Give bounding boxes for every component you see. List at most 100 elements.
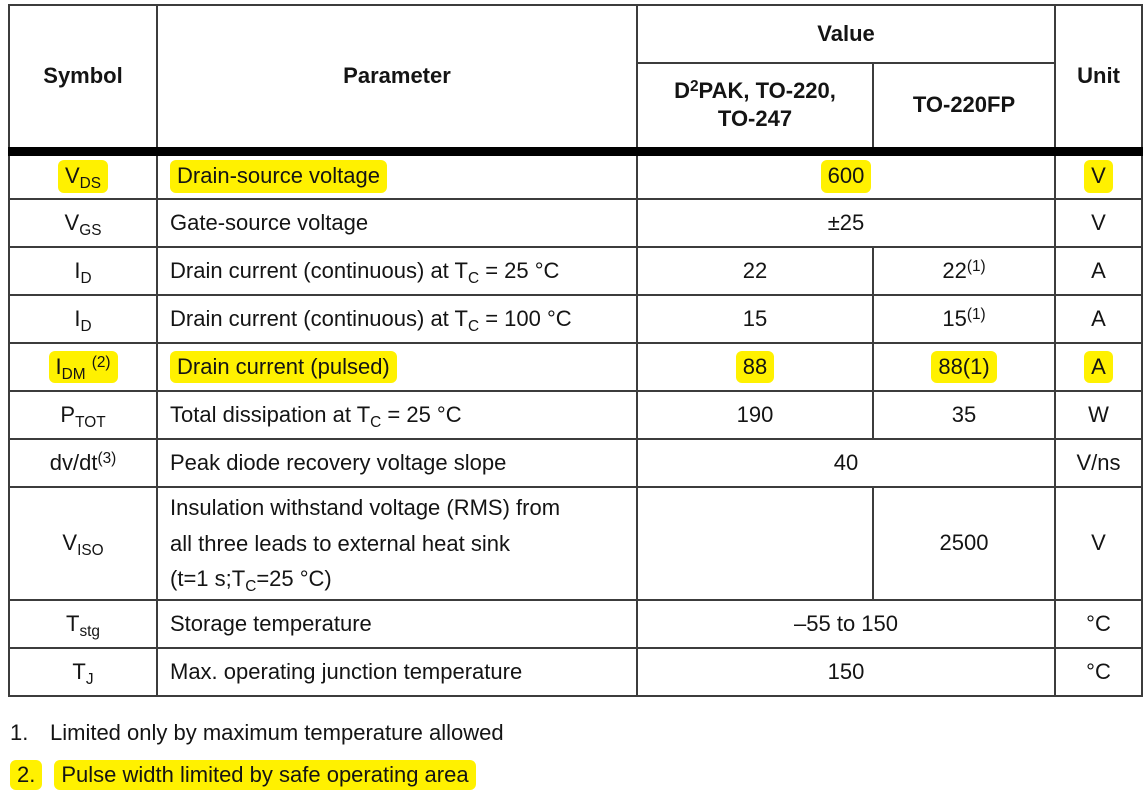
symbol-cell-text: VDS <box>57 160 109 194</box>
value-cell: 22 <box>636 246 874 296</box>
table-row: TJ Max. operating junction temperature 150… <box>8 646 1144 697</box>
value-cell: 40 <box>635 438 1057 488</box>
symbol-cell: TJ <box>8 646 158 697</box>
value-cell-text: 150 <box>827 658 865 684</box>
symbol-cell: PTOT <box>8 390 158 440</box>
value-cell: –55 to 150 <box>635 598 1057 649</box>
footnote-number: 1. <box>10 719 29 745</box>
unit-cell-text: V <box>1091 530 1106 556</box>
parameter-cell-text: Insulation withstand voltage (RMS) from a… <box>170 495 561 596</box>
parameter-cell-text: Drain current (pulsed) <box>170 350 397 384</box>
unit-cell: V <box>1054 146 1144 200</box>
footnote: 1. Limited only by maximum temperature al… <box>10 712 1141 754</box>
parameter-cell: Drain current (continuous) at TC = 100 °… <box>156 294 638 344</box>
col-header-package-d2pak-to220-to247: D2PAK, TO-220, TO-247 <box>636 62 874 152</box>
value-cell: 88(1) <box>871 342 1057 392</box>
value-cell-text: 15(1) <box>942 305 986 331</box>
table-row: VDS Drain-source voltage 600 V <box>8 146 1144 200</box>
footnote: 2. Pulse width limited by safe operating … <box>10 754 1141 796</box>
parameter-cell-text: Gate-source voltage <box>170 209 369 235</box>
unit-cell: °C <box>1054 646 1144 697</box>
col-header-parameter: Parameter <box>156 4 638 152</box>
value-cell: 15 <box>636 294 874 344</box>
value-cell-text: 15 <box>742 305 768 331</box>
table-body: VDS Drain-source voltage 600 V VGS Gate-sourc… <box>8 146 1144 697</box>
unit-cell: W <box>1054 390 1144 440</box>
symbol-cell: ID <box>8 294 158 344</box>
value-cell-text: 190 <box>736 401 774 427</box>
symbol-cell-text: ID <box>74 305 92 335</box>
value-cell: 190 <box>636 390 874 440</box>
unit-cell: °C <box>1054 598 1144 649</box>
footnotes: 1. Limited only by maximum temperature al… <box>10 712 1141 796</box>
value-cell-text: 88 <box>735 350 775 384</box>
value-cell: 35 <box>871 390 1057 440</box>
table-row: VGS Gate-source voltage ±25 V <box>8 198 1144 248</box>
symbol-cell: ID <box>8 246 158 296</box>
value-cell: ±25 <box>635 198 1057 248</box>
symbol-cell: VDS <box>8 146 158 200</box>
parameter-cell-text: Storage temperature <box>170 610 372 636</box>
table-row: VISO Insulation withstand voltage (RMS) f… <box>8 486 1144 601</box>
value-cell-text: 600 <box>820 160 872 194</box>
value-cell-text: 2500 <box>939 530 989 556</box>
parameter-cell-text: Total dissipation at TC = 25 °C <box>170 401 462 431</box>
symbol-cell-text: dv/dt(3) <box>49 449 117 475</box>
header-row-top: Symbol Parameter Value Unit <box>8 4 1144 152</box>
value-cell: 88 <box>636 342 874 392</box>
header-row-packages: D2PAK, TO-220, TO-247 TO-220FP <box>9 62 1142 152</box>
table-row: ID Drain current (continuous) at TC = 25 … <box>8 246 1144 296</box>
symbol-cell-text: VISO <box>62 530 104 560</box>
symbol-cell-text: TJ <box>72 658 94 688</box>
unit-cell-text: A <box>1084 350 1113 384</box>
value-cell-text: 35 <box>951 401 977 427</box>
unit-cell-text: A <box>1091 257 1106 283</box>
parameter-cell-text: Peak diode recovery voltage slope <box>170 449 507 475</box>
unit-cell-text: A <box>1091 305 1106 331</box>
table-row: Tstg Storage temperature –55 to 150 °C <box>8 598 1144 649</box>
table-row: dv/dt(3) Peak diode recovery voltage slop… <box>8 438 1144 488</box>
symbol-cell-text: VGS <box>64 209 102 239</box>
symbol-cell-text: ID <box>74 257 92 287</box>
parameter-cell-text: Max. operating junction temperature <box>170 658 523 684</box>
value-cell: 22(1) <box>871 246 1057 296</box>
parameter-cell: Storage temperature <box>156 598 638 649</box>
symbol-cell: IDM (2) <box>8 342 158 392</box>
unit-cell-text: W <box>1088 401 1109 427</box>
col-header-symbol: Symbol <box>8 4 158 152</box>
unit-cell-text: V <box>1091 209 1106 235</box>
value-cell: 2500 <box>871 486 1057 601</box>
unit-cell: A <box>1054 294 1144 344</box>
unit-cell-text: V/ns <box>1076 449 1121 475</box>
parameter-cell: Gate-source voltage <box>156 198 638 248</box>
footnote-text: Limited only by maximum temperature allo… <box>50 719 504 745</box>
parameter-cell: Drain current (pulsed) <box>156 342 638 392</box>
unit-cell: A <box>1054 342 1144 392</box>
unit-cell: V <box>1054 198 1144 248</box>
value-cell: 600 <box>635 146 1057 200</box>
unit-cell-text: V <box>1084 160 1113 194</box>
symbol-cell-text: IDM (2) <box>48 350 118 384</box>
parameter-cell: Drain-source voltage <box>156 146 638 200</box>
unit-cell: V/ns <box>1054 438 1144 488</box>
value-cell <box>636 486 874 601</box>
table-row: PTOT Total dissipation at TC = 25 °C 190 35… <box>8 390 1144 440</box>
parameter-cell-text: Drain current (continuous) at TC = 25 °C <box>170 257 560 287</box>
symbol-cell: dv/dt(3) <box>8 438 158 488</box>
value-cell-text: 22 <box>742 257 768 283</box>
value-cell: 15(1) <box>871 294 1057 344</box>
datasheet-page: Symbol Parameter Value Unit D2PAK, TO-22… <box>8 4 1144 796</box>
unit-cell-text: °C <box>1086 610 1111 636</box>
footnote-number: 2. <box>10 759 43 790</box>
parameter-cell: Max. operating junction temperature <box>156 646 638 697</box>
symbol-cell: Tstg <box>8 598 158 649</box>
table-header: Symbol Parameter Value Unit D2PAK, TO-22… <box>8 4 1144 152</box>
absolute-maximum-ratings-table: Symbol Parameter Value Unit D2PAK, TO-22… <box>8 4 1144 697</box>
table-row: ID Drain current (continuous) at TC = 100… <box>8 294 1144 344</box>
unit-cell: V <box>1054 486 1144 601</box>
unit-cell: A <box>1054 246 1144 296</box>
value-cell: 150 <box>635 646 1057 697</box>
symbol-cell: VGS <box>8 198 158 248</box>
table-row: IDM (2) Drain current (pulsed) 88 88(1) A <box>8 342 1144 392</box>
parameter-cell: Insulation withstand voltage (RMS) from a… <box>156 486 638 601</box>
